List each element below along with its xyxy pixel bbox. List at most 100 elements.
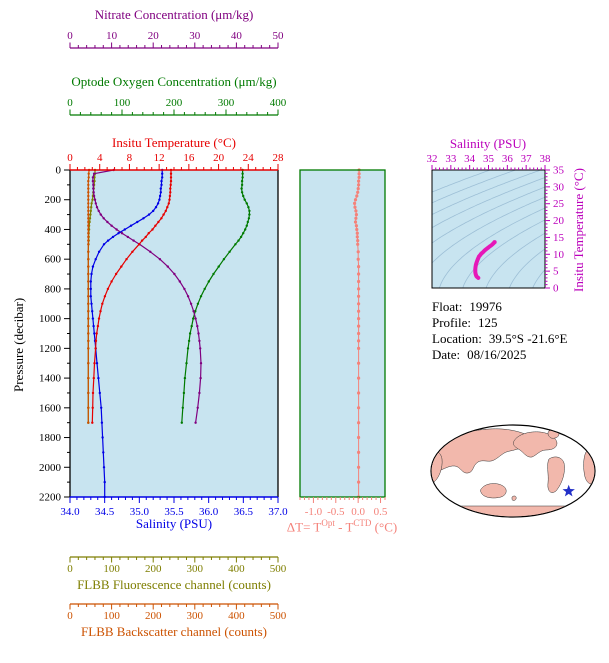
svg-text:20: 20 [148,30,160,42]
location-label: Location: [432,331,482,346]
delta-t-axis-title: ΔT= TOpt - TCTD (°C) [287,516,397,534]
float-info: Float: 19976 Profile: 125 Location: 39.5°S … [432,299,567,363]
svg-text:33: 33 [445,153,457,165]
svg-text:36.5: 36.5 [234,506,254,518]
svg-text:1200: 1200 [39,343,62,355]
svg-text:400: 400 [45,224,62,236]
svg-text:28: 28 [273,152,285,164]
svg-text:25: 25 [553,198,565,210]
svg-text:35: 35 [553,165,565,177]
float-label: Float: [432,299,463,314]
svg-text:8: 8 [127,152,133,164]
svg-text:400: 400 [228,563,245,575]
svg-text:20: 20 [553,215,565,227]
svg-text:200: 200 [145,610,162,622]
profile-plot-background [70,170,278,497]
float-info-line-float: Float: 19976 [432,299,567,315]
svg-text:0: 0 [67,97,73,109]
svg-text:200: 200 [166,97,183,109]
svg-text:0: 0 [67,30,73,42]
svg-text:300: 300 [187,563,204,575]
profile-value: 125 [478,315,498,330]
svg-text:32: 32 [427,153,438,165]
svg-text:40: 40 [231,30,243,42]
oxygen-points [180,168,251,424]
svg-text:1000: 1000 [39,313,62,325]
svg-text:500: 500 [270,563,287,575]
svg-text:30: 30 [189,30,201,42]
svg-text:1400: 1400 [39,373,62,385]
svg-text:400: 400 [270,97,287,109]
svg-text:16: 16 [183,152,195,164]
svg-text:0.5: 0.5 [374,506,388,518]
svg-text:300: 300 [218,97,235,109]
svg-text:30: 30 [553,181,565,193]
svg-text:1800: 1800 [39,432,62,444]
svg-text:36: 36 [502,153,514,165]
svg-text:34.5: 34.5 [95,506,115,518]
ts-diagram: 32 33 34 35 36 37 38 0 5 10 15 20 25 30 35 [427,153,565,295]
svg-text:35.5: 35.5 [164,506,184,518]
delta-t-title-prefix: ΔT= T [286,519,322,535]
fluorescence-axis-title: FLBB Fluorescence channel (counts) [77,577,271,592]
ts-profile-curve [473,240,497,280]
svg-text:-1.0: -1.0 [305,506,323,518]
svg-text:20: 20 [213,152,225,164]
density-contours [432,170,545,288]
oxygen-axis: 0 100 200 300 400 [67,97,287,116]
ts-temperature-axis-label: Insitu Temperature (°C) [571,168,586,292]
salinity-axis-title: Salinity (PSU) [135,516,213,531]
svg-text:4: 4 [97,152,103,164]
profile-label: Profile: [432,315,471,330]
delta-t-title-mid: - T [334,519,354,535]
svg-text:600: 600 [45,254,62,266]
svg-text:38: 38 [540,153,552,165]
svg-text:-0.5: -0.5 [327,506,345,518]
svg-text:37: 37 [521,153,533,165]
svg-text:0: 0 [67,610,73,622]
svg-text:34.0: 34.0 [60,506,80,518]
salinity-points [89,168,164,499]
temperature-axis-title: Insitu Temperature (°C) [112,135,236,150]
temperature-axis: 0 4 8 12 16 20 24 28 [67,152,284,170]
nitrate-axis-title: Nitrate Concentration (μm/kg) [94,7,254,22]
svg-text:12: 12 [154,152,165,164]
svg-text:0: 0 [553,283,559,295]
temperature-points [91,168,173,424]
svg-text:37.0: 37.0 [268,506,288,518]
delta-t-title-sup-opt: Opt [321,518,335,528]
svg-text:0: 0 [67,563,73,575]
world-map [430,424,596,518]
svg-text:300: 300 [187,610,204,622]
svg-text:35.0: 35.0 [130,506,150,518]
svg-text:10: 10 [106,30,118,42]
oxygen-axis-title: Optode Oxygen Concentration (μm/kg) [71,74,277,89]
fluorescence-axis: 0 100 200 300 400 500 [67,556,287,575]
nitrate-axis: 0 10 20 30 40 50 [67,30,284,49]
svg-text:35: 35 [483,153,495,165]
svg-text:0.0: 0.0 [351,506,365,518]
svg-text:500: 500 [270,610,287,622]
nitrate-points [91,168,203,424]
backscatter-curve [87,169,90,424]
svg-text:34: 34 [464,153,476,165]
svg-text:0: 0 [56,165,62,177]
delta-t-background [300,170,385,497]
svg-text:15: 15 [553,232,565,244]
svg-text:200: 200 [45,194,62,206]
pressure-axis-label: Pressure (decibar) [11,297,26,392]
svg-text:5: 5 [553,266,559,278]
svg-text:2000: 2000 [39,462,62,474]
backscatter-points [87,168,91,424]
nitrate-curve [92,169,202,424]
salinity-axis: 34.0 34.5 35.0 35.5 36.0 36.5 37.0 [60,497,288,518]
svg-text:1600: 1600 [39,402,62,414]
float-info-line-location: Location: 39.5°S -21.6°E [432,331,567,347]
svg-text:36.0: 36.0 [199,506,219,518]
ts-salinity-axis-title: Salinity (PSU) [449,136,527,151]
svg-text:100: 100 [103,610,120,622]
profile-plot: 0200400600800100012001400160018002000220… [39,152,288,518]
backscatter-axis-title: FLBB Backscatter channel (counts) [81,624,267,639]
date-value: 08/16/2025 [467,347,527,362]
